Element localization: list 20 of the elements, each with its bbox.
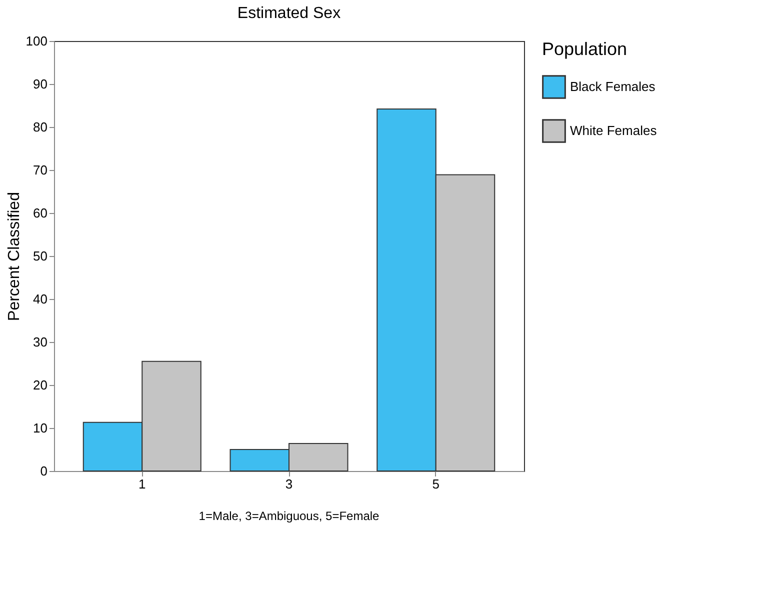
x-tick-label: 3	[285, 476, 293, 492]
y-tick-label: 10	[33, 420, 48, 436]
x-tick-label: 1	[138, 476, 146, 492]
y-tick-label: 30	[33, 334, 48, 350]
legend-title: Population	[542, 39, 628, 59]
legend-label: White Females	[570, 123, 658, 138]
y-tick-label: 80	[33, 120, 48, 134]
y-tick-label: 60	[33, 206, 48, 220]
chart-title: Estimated Sex	[237, 5, 341, 22]
y-tick-label: 0	[40, 464, 48, 478]
x-tick-label: 5	[432, 476, 440, 492]
y-tick-label: 90	[33, 76, 48, 92]
legend-label: Black Females	[570, 79, 656, 94]
text: 1=Male, 3=Ambiguous, 5=Female	[198, 509, 380, 523]
y-tick-label: 70	[33, 162, 48, 178]
y-tick-label: 20	[33, 378, 48, 392]
y-axis-title: Percent Classified	[6, 192, 23, 321]
y-tick-label: 40	[33, 292, 48, 306]
y-tick-label: 50	[33, 248, 48, 264]
y-tick-label: 100	[26, 34, 48, 48]
